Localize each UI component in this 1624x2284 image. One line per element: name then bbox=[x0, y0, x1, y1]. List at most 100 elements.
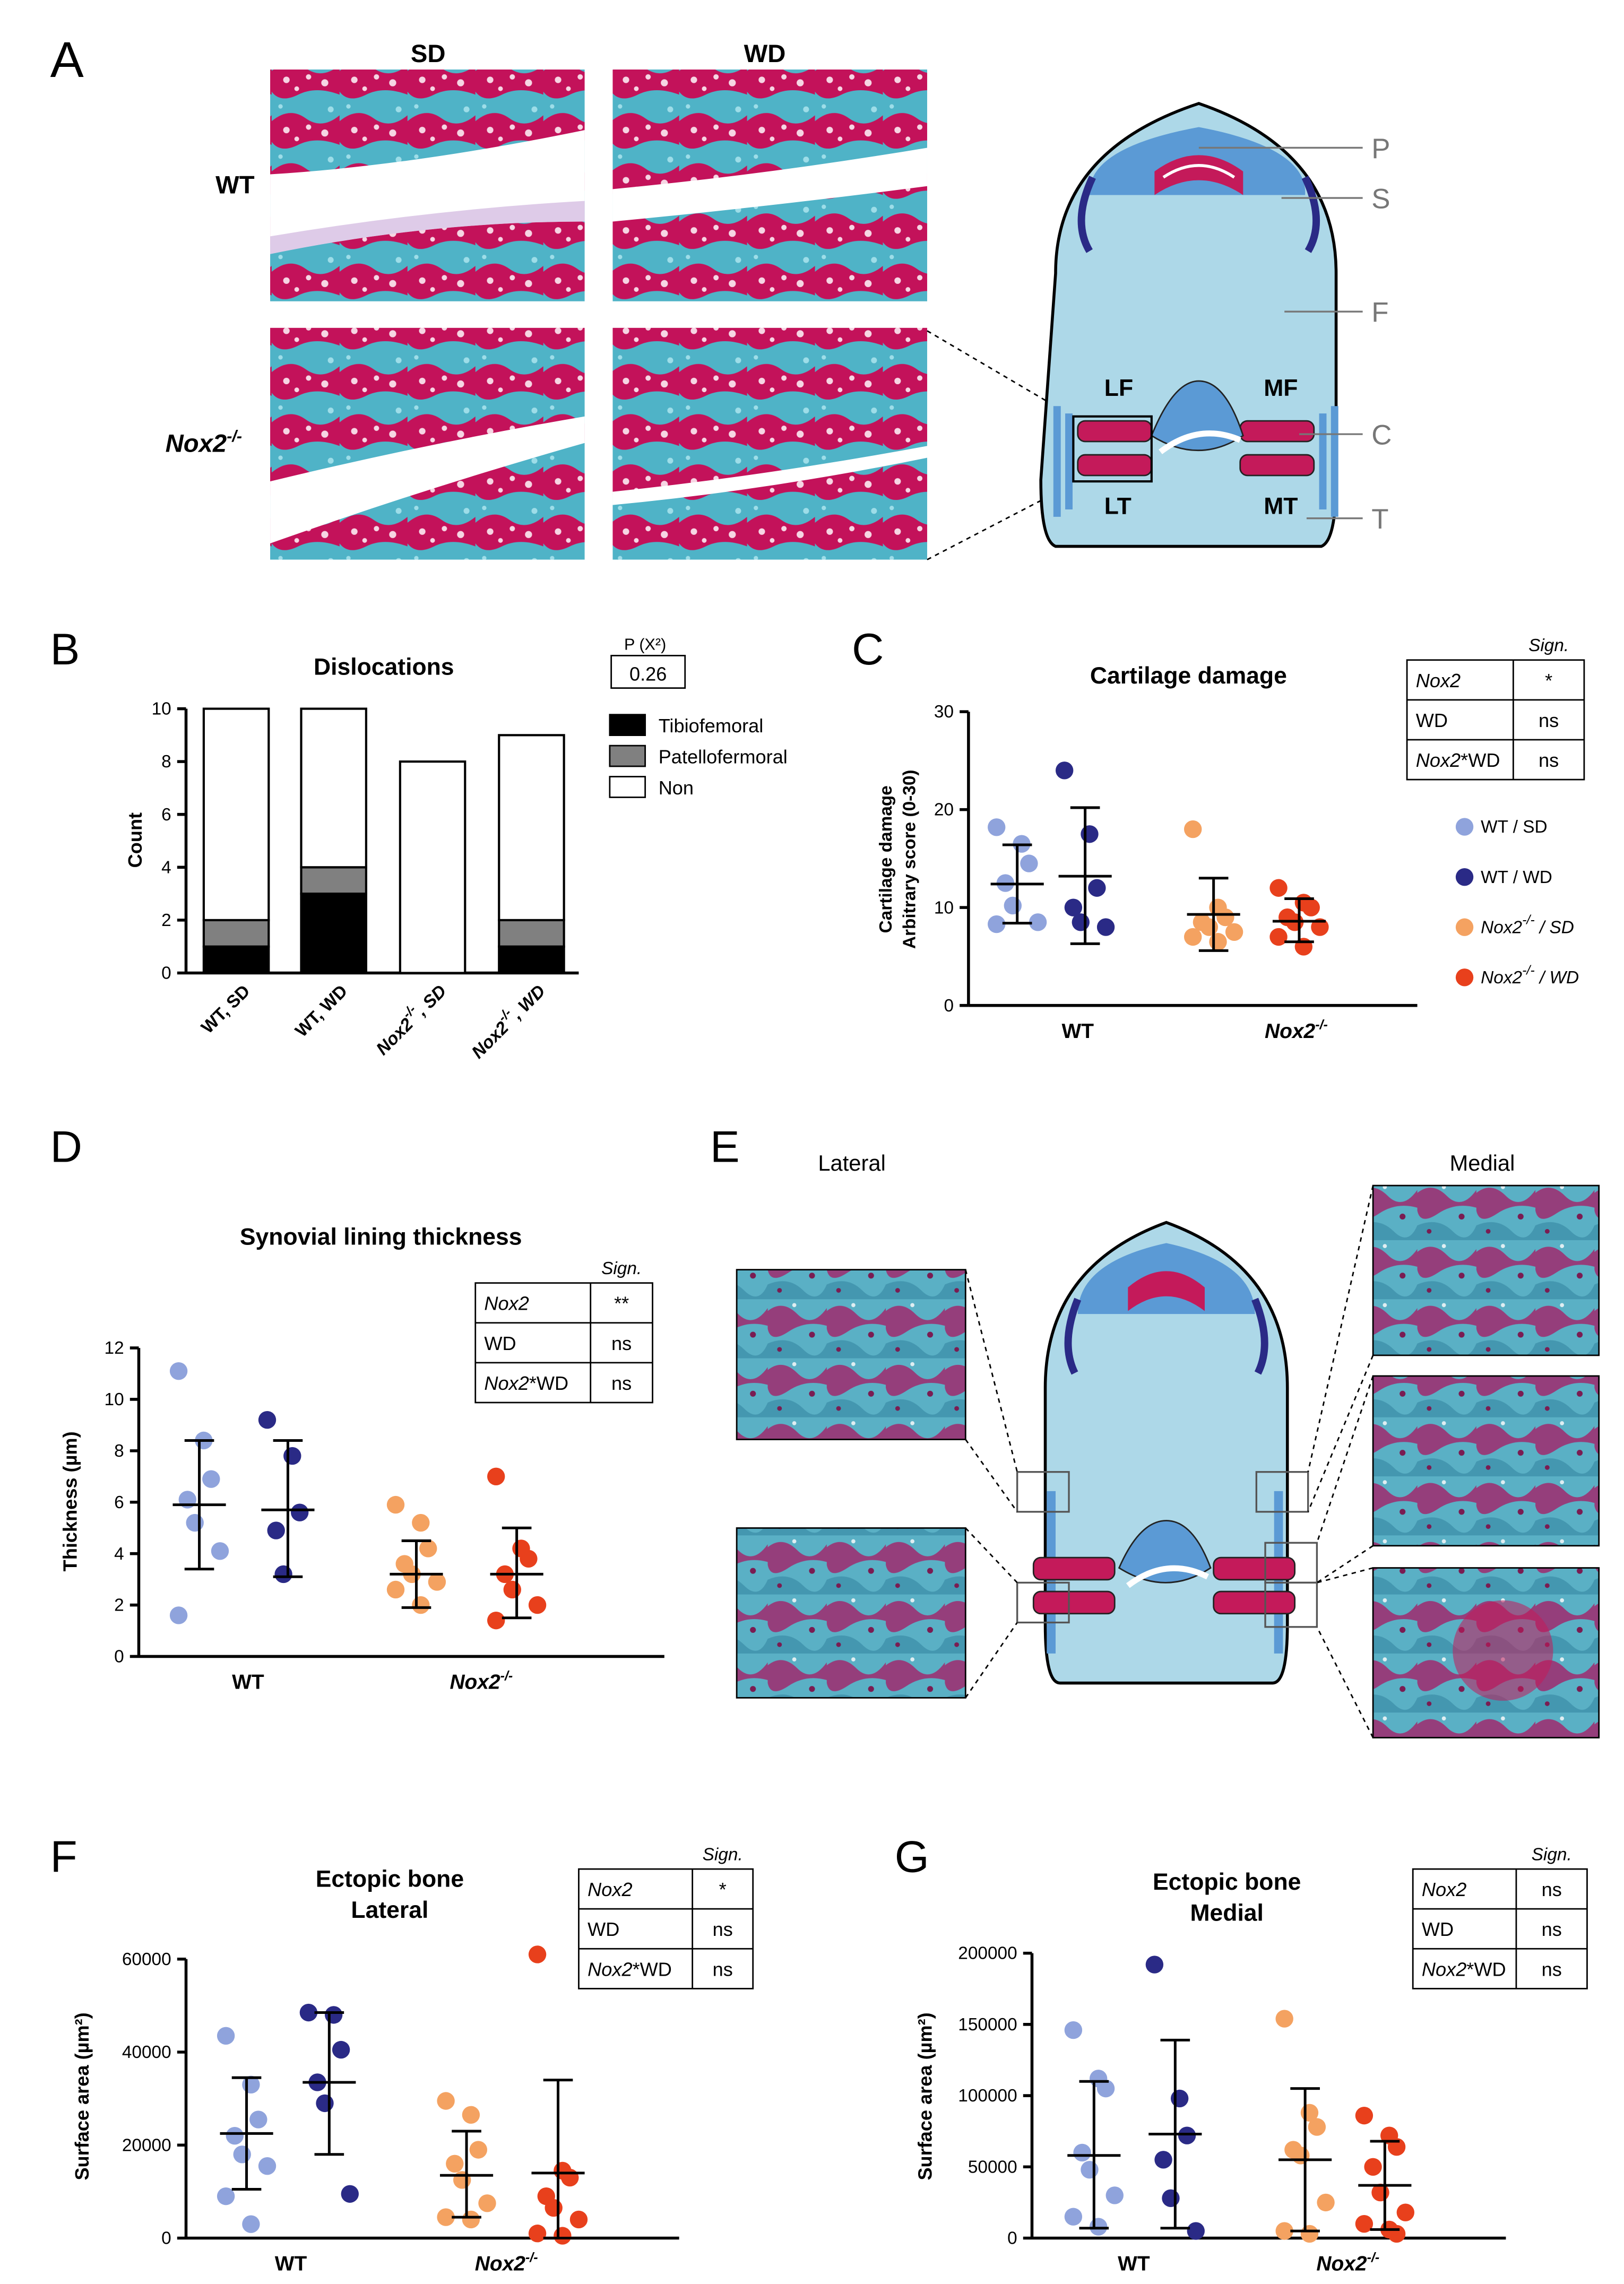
data-point-0-5 bbox=[1029, 913, 1047, 931]
group-label-1-base: Nox2 bbox=[450, 1671, 500, 1694]
sign-table-frame bbox=[1406, 659, 1585, 781]
chart-b-p-header: P (X²) bbox=[624, 635, 666, 653]
group-label-0: WT bbox=[1118, 2253, 1150, 2276]
y-tick-label-3: 60000 bbox=[122, 1950, 171, 1969]
diagram-label-lf: LF bbox=[1104, 375, 1133, 401]
sign-table-value-0: * bbox=[719, 1879, 727, 1900]
data-point-3-0 bbox=[487, 1467, 505, 1486]
row-label-wt: WT bbox=[215, 171, 255, 200]
category-label-2-base: Nox2 bbox=[373, 1014, 417, 1059]
y-tick-label-6: 12 bbox=[105, 1338, 124, 1358]
group-legend-dot-0 bbox=[1455, 818, 1474, 836]
group-label-0-base: WT bbox=[1118, 2253, 1150, 2276]
panel-letter-e: E bbox=[710, 1122, 740, 1172]
sign-table-value-1: ns bbox=[713, 1918, 733, 1940]
data-point-0-3 bbox=[226, 2127, 244, 2145]
data-point-1-4 bbox=[316, 2094, 334, 2113]
group-legend-label-0: WT / SD bbox=[1481, 817, 1547, 837]
data-point-1-2 bbox=[1178, 2126, 1196, 2144]
chart-b-ylabel: Count bbox=[124, 812, 146, 868]
chart-f-title-1: Ectopic bone bbox=[316, 1866, 464, 1892]
y-tick-label-2: 4 bbox=[114, 1544, 124, 1564]
sign-table-label-0: Nox2 bbox=[484, 1293, 529, 1314]
group-legend-label-3-base: Nox2 bbox=[1481, 968, 1522, 988]
chart-b-p-box bbox=[610, 654, 686, 689]
group-label-1-base: Nox2 bbox=[1316, 2253, 1367, 2276]
data-point-3-3 bbox=[1364, 2158, 1382, 2176]
sign-table-label-base-2: Nox2 bbox=[1416, 749, 1461, 771]
chart-d-title: Synovial lining thickness bbox=[240, 1224, 522, 1250]
y-tick-label-2: 4 bbox=[161, 858, 171, 877]
panel-d: Synovial lining thickness Thickness (µm)… bbox=[59, 1224, 664, 1694]
y-tick-label-3: 30 bbox=[934, 702, 954, 722]
data-point-0-2 bbox=[1020, 854, 1038, 872]
sign-table-label-base-0: Nox2 bbox=[1422, 1879, 1466, 1900]
panel-letter-a: A bbox=[50, 32, 84, 88]
data-point-2-2 bbox=[1308, 2118, 1326, 2136]
group-legend-label-2-sup: -/- bbox=[1522, 913, 1535, 928]
sign-table-label-base-0: Nox2 bbox=[1416, 670, 1461, 691]
chart-f-ylabel: Surface area (µm²) bbox=[71, 2012, 93, 2180]
data-point-1-5 bbox=[1096, 918, 1115, 936]
group-legend-dot-1 bbox=[1455, 868, 1474, 886]
panel-e: Lateral Medial bbox=[736, 1150, 1600, 1738]
micrograph-nox2-sd bbox=[270, 327, 585, 560]
data-point-2-0 bbox=[1275, 2010, 1293, 2028]
data-point-1-4 bbox=[1162, 2189, 1180, 2208]
sign-table-header: Sign. bbox=[601, 1259, 642, 1278]
data-point-2-7 bbox=[1300, 2225, 1319, 2243]
y-tick-label-2: 40000 bbox=[122, 2043, 171, 2062]
group-label-1-base: Nox2 bbox=[475, 2253, 526, 2276]
data-point-2-6 bbox=[1275, 2222, 1293, 2240]
y-tick-label-1: 2 bbox=[161, 911, 171, 930]
y-tick-label-3: 6 bbox=[114, 1493, 124, 1512]
data-point-1-4 bbox=[1072, 913, 1090, 931]
sign-table-label-base-2: Nox2 bbox=[1422, 1958, 1466, 1980]
col-header-wd: WD bbox=[744, 40, 786, 68]
y-tick-label-1: 50000 bbox=[968, 2157, 1017, 2177]
data-point-2-7 bbox=[462, 2210, 480, 2229]
chart-c-ylabel-1: Cartilage damage bbox=[876, 785, 896, 933]
sign-table-label-0: Nox2 bbox=[588, 1879, 632, 1900]
category-label-1: WT, WD bbox=[291, 981, 351, 1041]
data-point-0-4 bbox=[186, 1513, 204, 1532]
group-legend-label-3: Nox2-/- / WD bbox=[1481, 963, 1579, 988]
group-label-0-base: WT bbox=[1061, 1020, 1094, 1043]
data-point-0-4 bbox=[233, 2145, 251, 2164]
sign-table-label-base-0: Nox2 bbox=[588, 1879, 632, 1900]
y-tick-label-0: 0 bbox=[944, 996, 954, 1016]
panel-a: SD WD WT Nox2-/- bbox=[166, 40, 1392, 560]
y-tick-label-3: 6 bbox=[161, 805, 171, 825]
bar-non-0 bbox=[202, 707, 270, 921]
chart-c-title: Cartilage damage bbox=[1090, 663, 1287, 689]
y-tick-label-0: 0 bbox=[161, 2229, 171, 2248]
chart-b-p-value: 0.26 bbox=[629, 663, 667, 685]
chart-g-ylabel: Surface area (µm²) bbox=[914, 2012, 936, 2180]
bar-tibiofemoral-0 bbox=[202, 945, 270, 974]
legend-label-2: Non bbox=[659, 777, 694, 799]
sign-table-label-2: Nox2*WD bbox=[588, 1958, 672, 1980]
data-point-0-0 bbox=[1064, 2021, 1083, 2039]
group-label-1: Nox2-/- bbox=[1316, 2250, 1379, 2276]
sign-table-value-1: ns bbox=[1542, 1918, 1562, 1940]
y-tick-label-2: 100000 bbox=[958, 2086, 1017, 2106]
y-tick-label-0: 0 bbox=[161, 964, 171, 983]
y-tick-label-0: 0 bbox=[114, 1647, 124, 1667]
group-label-1: Nox2-/- bbox=[450, 1668, 513, 1694]
data-point-2-7 bbox=[412, 1596, 430, 1614]
data-point-0-4 bbox=[1081, 2160, 1099, 2179]
data-point-0-6 bbox=[217, 2187, 235, 2205]
data-point-2-5 bbox=[1225, 923, 1243, 941]
group-legend-label-1: WT / WD bbox=[1481, 868, 1552, 887]
panel-c: Cartilage damage Cartilage damage Arbitr… bbox=[876, 636, 1585, 1043]
diagram-label-mt: MT bbox=[1264, 493, 1298, 519]
micrograph-medial-top bbox=[1372, 1184, 1600, 1356]
knee-diagram-e bbox=[964, 1185, 1374, 1738]
bar-patellofermoral-3 bbox=[498, 919, 565, 948]
row-label-nox2: Nox2-/- bbox=[166, 427, 243, 457]
panel-f: Ectopic bone Lateral Surface area (µm²) … bbox=[71, 1845, 754, 2276]
data-point-1-1 bbox=[325, 2006, 343, 2024]
data-point-2-5 bbox=[1317, 2193, 1335, 2212]
sign-table-value-2: ns bbox=[713, 1958, 733, 1980]
